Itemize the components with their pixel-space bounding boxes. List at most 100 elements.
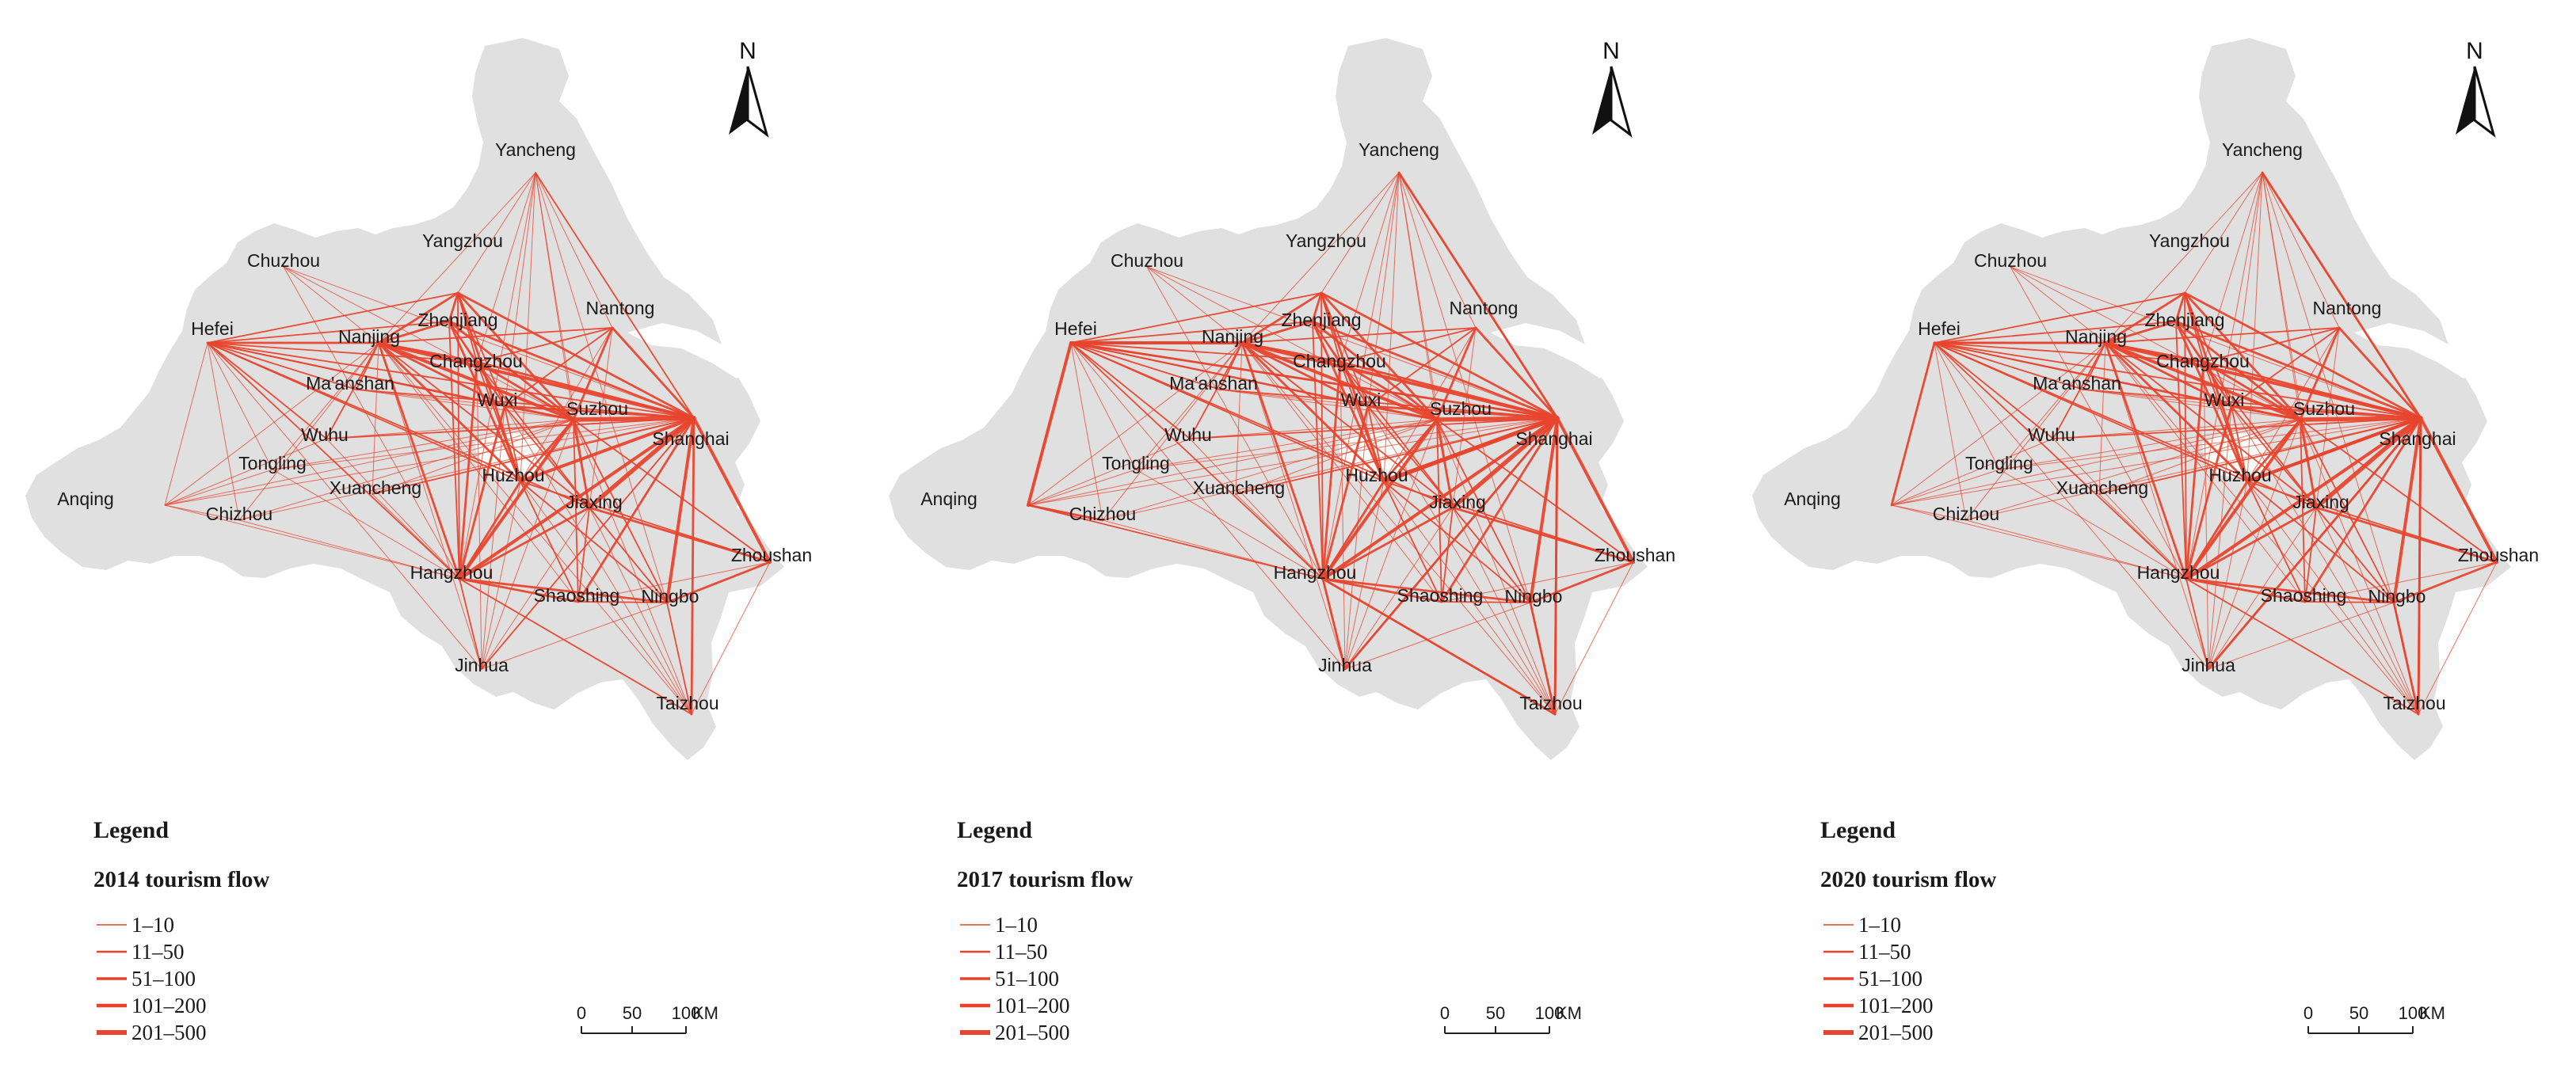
flow-line-ma-anshan-suzhou [1219,389,1438,420]
flow-line-changzhou-huzhou [1339,361,1385,482]
flow-line-wuxi-huzhou [504,405,521,482]
city-label-jinhua: Jinhua [1318,655,1372,675]
flow-line-anqing-chizhou [1891,504,1967,521]
flow-line-jinhua-huzhou [1344,481,1385,670]
city-label-taizhou: Taizhou [656,693,718,713]
flow-line-nanjing-jiaxing [378,342,590,508]
flow-lines [1890,171,2498,716]
land-area [1752,38,2511,760]
flow-line-chizhou-nanjing [238,342,379,521]
flow-line-shanghai-zhenjiang [448,320,695,420]
flow-line-nanjing-zhenjiang [2104,320,2178,344]
north-arrow-right-icon [2473,66,2496,138]
flow-line-nanjing-wuxi [2104,341,2233,408]
city-label-xuancheng: Xuancheng [330,477,421,498]
flow-line-ma-anshan-suzhou [2083,389,2301,420]
flow-line-tongling-hangzhou [272,469,460,580]
flow-line-nantong-changzhou [476,327,613,363]
flow-line-yangzhou-huzhou [2183,291,2249,483]
flow-line-xuancheng-suzhou [372,419,574,495]
flow-line-anqing-suzhou [164,419,574,506]
city-label-hefei: Hefei [1054,318,1097,339]
flow-line-anqing-tongling [1891,469,2000,506]
flow-line-shaoshing-suzhou [2300,419,2306,603]
city-label-ma-anshan: Ma'anshan [1169,373,1258,394]
legend: Legend 2014 tourism flow 1–10 11–50 51–100 10… [93,817,269,1044]
scale-label-2: 100 [2399,1003,2428,1023]
flow-line-jinhua-ningbo [2208,602,2395,670]
city-label-suzhou: Suzhou [566,398,628,419]
flow-line-hangzhou-changzhou [2185,360,2205,580]
city-label-wuhu: Wuhu [2028,424,2075,445]
scale-label-1: 50 [623,1003,642,1023]
legend-item-1: 1–10 [995,913,1038,937]
flow-line-taizhou-zhoushan [2418,561,2498,715]
flow-line-jinhua-suzhou [1344,419,1438,670]
flow-line-jinhua-huzhou [481,481,521,670]
flow-line-suzhou-nantong [572,326,614,421]
flow-line-taizhou-shanghai [2417,416,2422,716]
flow-line-zhenjiang-yangzhou [448,291,459,323]
flow-line-shaoshing-huzhou [1383,481,1442,603]
flow-line-shanghai-jiaxing [587,416,696,510]
city-label-shaoshing: Shaoshing [534,585,620,606]
flow-line-taizhou-huzhou [1383,481,1556,715]
flow-line-shanghai-nantong [2338,326,2422,420]
flow-line-changzhou-jiaxing [2203,361,2317,508]
flow-line-suzhou-zhoushan [1436,419,1634,563]
flow-line-hangzhou-jiaxing [1321,506,1454,580]
flow-line-taizhou-suzhou [2300,419,2419,715]
legend-item-4: 101–200 [1858,994,1934,1017]
city-label-wuxi: Wuxi [1341,390,1381,410]
flow-line-hefei-anqing [1890,341,1936,507]
flow-line-suzhou-huzhou [1382,418,1439,483]
flow-line-xuancheng-nanjing [2098,342,2106,495]
flow-line-anqing-hangzhou [164,504,460,580]
flow-line-changzhou-wuxi [476,361,505,407]
flow-line-chuzhou-shanghai [1146,266,1558,419]
flow-line-nanjing-jiaxing [2105,342,2317,508]
flow-line-nanjing-yangzhou [2104,291,2186,344]
flow-line-nanjing-zhenjiang [377,320,451,344]
scale-label-1: 50 [2349,1003,2368,1023]
flow-line-nanjing-wuxi [377,341,506,408]
flow-line-anqing-tongling [1027,469,1137,506]
city-label-wuxi: Wuxi [2204,390,2245,410]
flow-line-hefei-tongling [1934,342,2000,470]
flow-line-ningbo-shaoshing [2304,601,2395,603]
flow-line-nanjing-changzhou [1240,341,1342,363]
city-label-yancheng: Yancheng [2222,139,2303,160]
flow-line-jinhua-nanjing [2105,342,2209,670]
legend-title: Legend [957,817,1032,843]
flow-line-taizhou-huzhou [2246,481,2419,715]
flow-line-shanghai-shaoshing [577,416,695,603]
city-label-zhenjiang: Zhenjiang [1281,310,1361,330]
flow-line-yangzhou-hefei [1934,292,2185,344]
city-label-yancheng: Yancheng [495,139,576,160]
flow-line-tongling-hangzhou [1999,469,2187,580]
city-label-nantong: Nantong [586,298,655,318]
flow-lines [1027,171,1635,716]
north-arrow-left-icon [1592,67,1611,135]
city-label-tongling: Tongling [238,453,307,473]
flow-line-zhenjiang-yangzhou [1311,291,1323,323]
city-labels: Yancheng Yangzhou Chuzhou Nantong Hefei Nanji… [57,139,812,713]
city-label-yangzhou: Yangzhou [2149,230,2230,251]
flow-line-hangzhou-ningbo [2185,577,2395,604]
flow-line-shanghai-nantong [611,326,695,420]
scale-unit: KM [2419,1003,2445,1023]
flow-line-anqing-shanghai [1027,417,1558,506]
flow-line-wuhu-suzhou [1189,419,1438,439]
north-label: N [739,38,756,64]
flow-line-taizhou-wuxi [2231,405,2419,715]
legend-item-3: 51–100 [995,967,1059,991]
flow-line-hefei-anqing [164,342,208,506]
city-label-jiaxing: Jiaxing [566,492,623,512]
flow-line-nanjing-changzhou [377,341,478,363]
city-label-shaoshing: Shaoshing [2261,585,2347,606]
city-label-changzhou: Changzhou [2156,351,2250,371]
flow-line-nanjing-jiaxing [1241,342,1454,508]
legend-subtitle: 2014 tourism flow [93,867,269,892]
flow-line-hangzhou-jinhua [459,578,482,670]
flow-line-yangzhou-hefei [207,292,459,344]
